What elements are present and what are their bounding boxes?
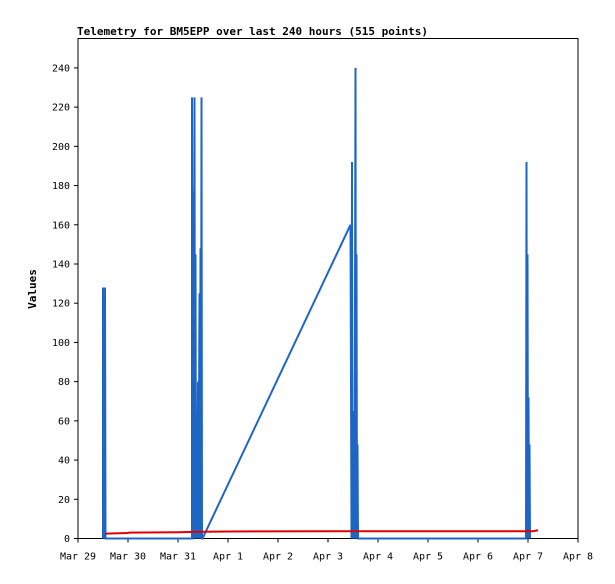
series-line-2 <box>105 529 539 535</box>
y-axis-ticks: 0 20 40 60 80 100 120 140 160 180 200 220 240 <box>52 63 78 545</box>
x-tick-label: Mar 29 <box>60 552 96 563</box>
series-line-1 <box>102 67 531 540</box>
x-tick-label: Mar 31 <box>160 552 196 563</box>
x-tick-label: Mar 30 <box>110 552 146 563</box>
chart-title: Telemetry for BM5EPP over last 240 hours… <box>77 25 428 38</box>
x-tick-label: Apr 2 <box>263 552 293 563</box>
y-tick-label: 20 <box>58 495 70 506</box>
y-tick-label: 140 <box>52 259 70 270</box>
x-tick-label: Apr 6 <box>463 552 493 563</box>
series-group <box>102 67 539 540</box>
x-tick-label: Apr 8 <box>563 552 593 563</box>
y-tick-label: 100 <box>52 338 70 349</box>
y-tick-label: 180 <box>52 181 70 192</box>
x-tick-label: Apr 7 <box>513 552 543 563</box>
y-tick-label: 40 <box>58 456 70 467</box>
x-tick-label: Apr 3 <box>313 552 343 563</box>
y-tick-label: 60 <box>58 416 70 427</box>
y-axis-label: Values <box>26 269 39 309</box>
x-tick-label: Apr 4 <box>363 552 393 563</box>
y-tick-label: 0 <box>64 534 70 545</box>
plot-area <box>77 38 579 539</box>
y-tick-label: 200 <box>52 142 70 153</box>
y-tick-label: 240 <box>52 63 70 74</box>
x-axis-ticks: Mar 29 Mar 30 Mar 31 Apr 1 Apr 2 Apr 3 Apr 4 Ap… <box>60 538 593 563</box>
x-tick-label: Apr 5 <box>413 552 443 563</box>
y-tick-label: 160 <box>52 220 70 231</box>
x-tick-label: Apr 1 <box>213 552 243 563</box>
y-tick-label: 220 <box>52 103 70 114</box>
y-tick-label: 80 <box>58 377 70 388</box>
y-tick-label: 120 <box>52 299 70 310</box>
